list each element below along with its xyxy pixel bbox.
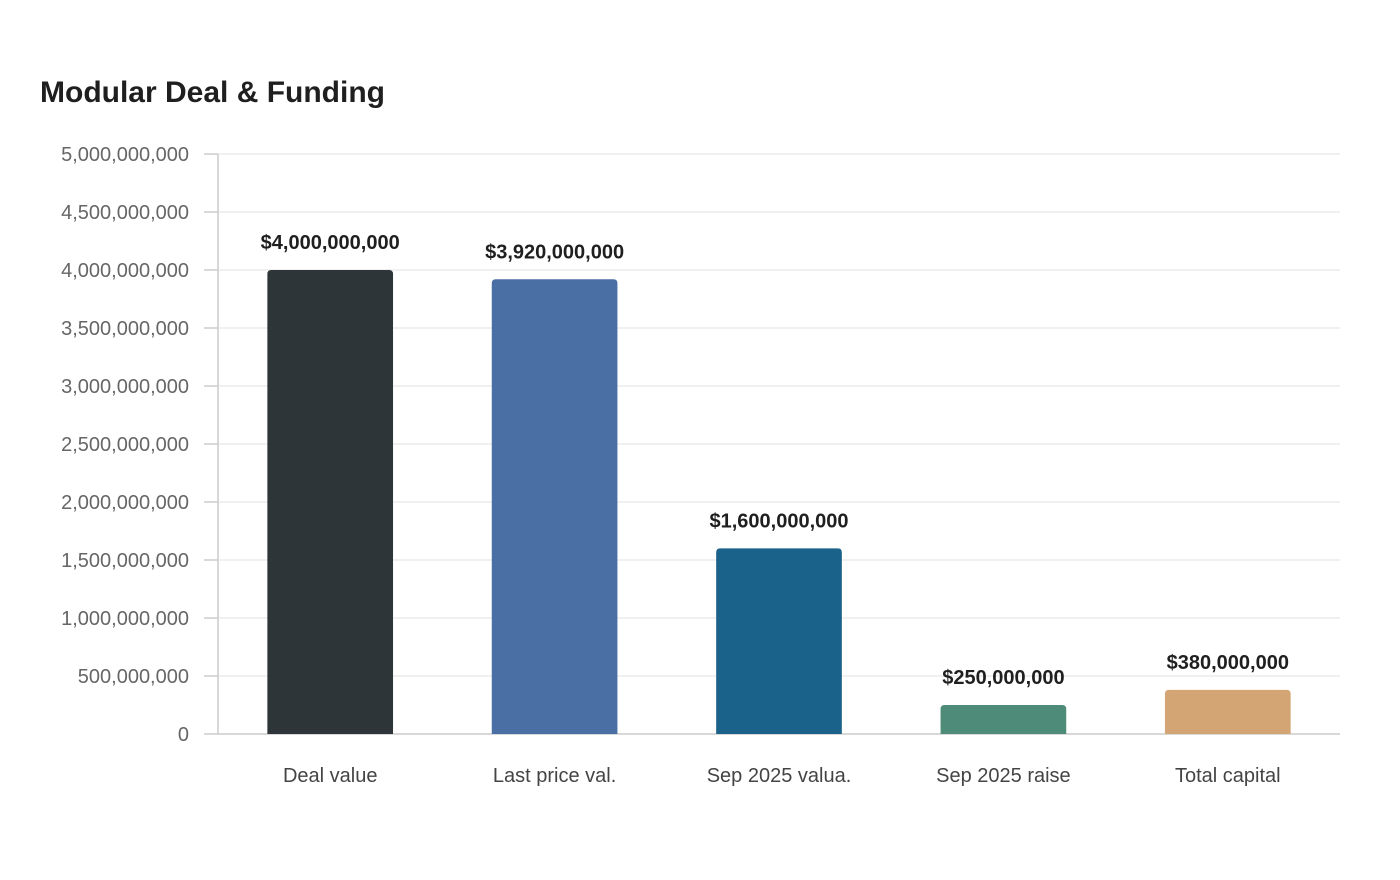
x-category-label: Sep 2025 raise (936, 765, 1071, 787)
x-category-label: Deal value (283, 765, 378, 787)
y-tick-label: 0 (178, 724, 189, 746)
bar-sep-2025-valua (716, 548, 842, 734)
y-tick-labels: 0 500,000,000 1,000,000,000 1,500,000,000 2,… (61, 144, 189, 746)
bar-value-label: $380,000,000 (1167, 652, 1289, 674)
bar-deal-value (267, 270, 394, 734)
chart-title: Modular Deal & Funding (40, 76, 385, 109)
bar-value-label: $250,000,000 (942, 667, 1064, 689)
y-tick-label: 5,000,000,000 (61, 144, 189, 166)
bar-last-price-val (491, 279, 618, 734)
y-tick-label: 1,000,000,000 (61, 608, 189, 630)
y-tick-label: 3,000,000,000 (61, 376, 189, 398)
bar-value-label: $4,000,000,000 (261, 232, 400, 254)
data-labels: $4,000,000,000 $3,920,000,000 $1,600,000,0… (261, 232, 1289, 689)
bar-value-label: $1,600,000,000 (709, 510, 848, 532)
bar-sep-2025-raise (940, 705, 1067, 734)
x-category-label: Total capital (1175, 765, 1281, 787)
y-tick-label: 2,500,000,000 (61, 434, 189, 456)
y-tick-label: 500,000,000 (78, 666, 189, 688)
y-tick-label: 2,000,000,000 (61, 492, 189, 514)
x-category-labels: Deal value Last price val. Sep 2025 valua.… (283, 765, 1281, 787)
bars (267, 270, 1291, 734)
y-tick-label: 4,500,000,000 (61, 202, 189, 224)
y-tick-label: 4,000,000,000 (61, 260, 189, 282)
x-category-label: Sep 2025 valua. (707, 765, 852, 787)
y-tick-label: 1,500,000,000 (61, 550, 189, 572)
y-tick-label: 3,500,000,000 (61, 318, 189, 340)
x-category-label: Last price val. (493, 765, 616, 787)
bar-total-capital (1164, 689, 1291, 734)
bar-value-label: $3,920,000,000 (485, 241, 624, 263)
